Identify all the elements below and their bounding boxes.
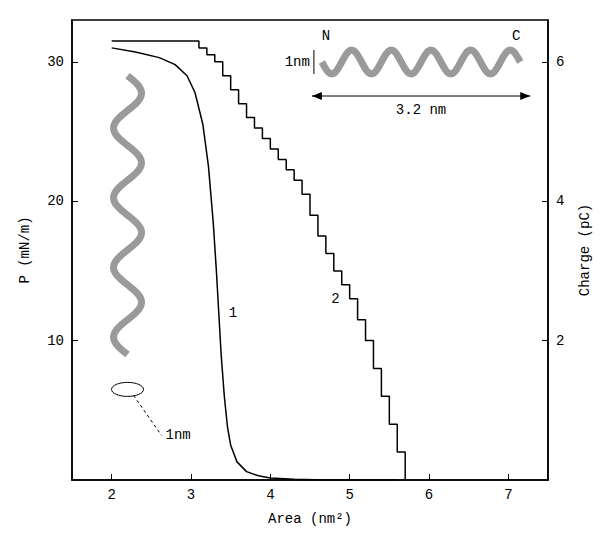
svg-text:2: 2 bbox=[331, 291, 339, 307]
svg-text:5: 5 bbox=[345, 487, 353, 503]
svg-text:4: 4 bbox=[266, 487, 274, 503]
svg-text:7: 7 bbox=[504, 487, 512, 503]
svg-text:C: C bbox=[512, 28, 520, 44]
svg-text:1nm: 1nm bbox=[166, 427, 191, 443]
svg-text:Area (nm²): Area (nm²) bbox=[268, 511, 352, 527]
svg-text:2: 2 bbox=[556, 333, 564, 349]
svg-text:2: 2 bbox=[107, 487, 115, 503]
svg-text:4: 4 bbox=[556, 193, 564, 209]
svg-text:20: 20 bbox=[47, 193, 64, 209]
svg-text:6: 6 bbox=[556, 54, 564, 70]
svg-text:Charge (pC): Charge (pC) bbox=[577, 204, 593, 296]
svg-text:30: 30 bbox=[47, 54, 64, 70]
svg-text:N: N bbox=[322, 28, 330, 44]
svg-text:6: 6 bbox=[425, 487, 433, 503]
svg-text:3: 3 bbox=[187, 487, 195, 503]
svg-text:1: 1 bbox=[229, 305, 237, 321]
svg-text:P (mN/m): P (mN/m) bbox=[17, 216, 33, 283]
svg-text:1nm: 1nm bbox=[285, 54, 310, 70]
svg-text:3.2 nm: 3.2 nm bbox=[396, 102, 446, 118]
svg-text:10: 10 bbox=[47, 333, 64, 349]
